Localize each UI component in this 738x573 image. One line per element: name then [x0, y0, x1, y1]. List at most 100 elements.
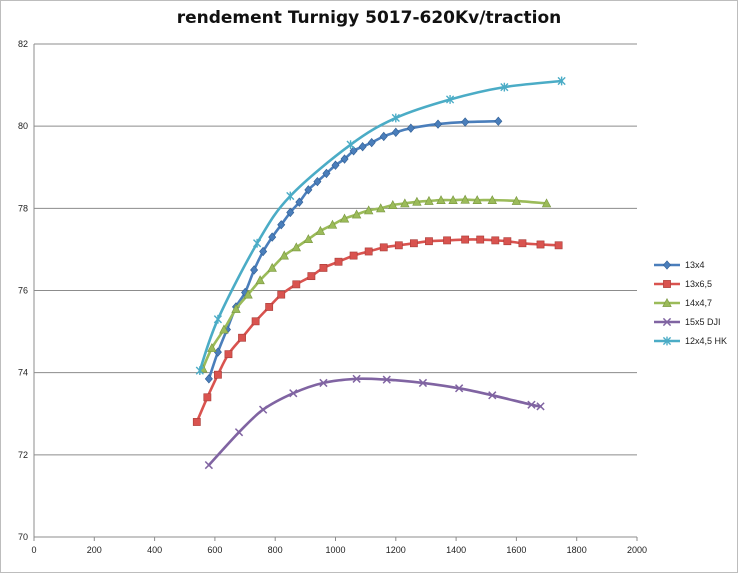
- data-point: [251, 317, 260, 326]
- data-point: [406, 123, 415, 133]
- legend-swatch-marker: [663, 260, 671, 270]
- legend-item: 13x6,5: [654, 279, 712, 289]
- data-point: [379, 131, 388, 142]
- y-tick-label: 76: [18, 286, 28, 296]
- data-point: [379, 243, 388, 252]
- data-point: [460, 194, 470, 204]
- legend-item: 15x5 DJI: [654, 317, 721, 327]
- legend-swatch-marker: [662, 297, 672, 307]
- data-point: [461, 117, 470, 127]
- series-13x6-5: [192, 235, 563, 426]
- data-point: [207, 342, 217, 352]
- y-tick-label: 72: [18, 450, 28, 460]
- legend-item: 13x4: [654, 260, 705, 270]
- series-14x4-7: [198, 194, 552, 373]
- series-line: [207, 377, 542, 467]
- data-point: [424, 195, 434, 205]
- data-point: [340, 154, 349, 164]
- x-tick-label: 2000: [627, 545, 647, 555]
- y-tick-label: 80: [18, 121, 28, 131]
- data-point: [231, 303, 241, 313]
- data-point: [265, 303, 274, 311]
- data-point: [418, 378, 428, 388]
- data-point: [527, 400, 536, 409]
- data-point: [304, 185, 313, 195]
- data-point: [203, 393, 212, 402]
- chart-title: rendement Turnigy 5017-620Kv/traction: [176, 8, 562, 28]
- series-lines: [192, 76, 566, 470]
- legend-label: 12x4,5 HK: [685, 336, 727, 346]
- data-point: [541, 198, 552, 208]
- data-point: [315, 225, 326, 235]
- x-tick-label: 1600: [506, 545, 526, 555]
- x-tick-label: 1800: [567, 545, 587, 555]
- y-tick-label: 82: [18, 39, 28, 49]
- data-point: [204, 460, 214, 470]
- gridlines: [34, 43, 637, 538]
- x-tick-label: 600: [207, 545, 222, 555]
- data-point: [358, 142, 367, 152]
- data-point: [436, 195, 446, 205]
- series-line: [195, 238, 560, 424]
- data-point: [279, 250, 289, 260]
- data-point: [461, 235, 470, 244]
- data-point: [500, 82, 509, 92]
- legend: 13x4 13x6,5 14x4,7 15x5 DJI 12x4,5 HK: [654, 260, 727, 346]
- data-point: [234, 428, 244, 437]
- data-point: [224, 350, 233, 359]
- data-point: [352, 374, 361, 383]
- data-point: [346, 140, 355, 150]
- data-point: [536, 240, 545, 249]
- data-point: [268, 232, 277, 242]
- legend-swatch-marker: [662, 336, 672, 346]
- data-point: [491, 236, 500, 245]
- data-point: [286, 191, 295, 201]
- data-point: [476, 235, 485, 244]
- data-point: [303, 234, 314, 244]
- data-point: [391, 113, 400, 123]
- data-point: [536, 402, 545, 411]
- y-tick-label: 74: [18, 368, 28, 378]
- data-point: [267, 262, 277, 272]
- data-point: [445, 95, 455, 104]
- data-point: [382, 375, 391, 384]
- data-point: [238, 333, 246, 342]
- data-point: [503, 237, 512, 246]
- data-point: [388, 200, 398, 209]
- data-point: [255, 275, 265, 285]
- data-point: [214, 370, 222, 379]
- data-point: [391, 127, 400, 137]
- data-point: [289, 389, 298, 398]
- data-point: [291, 242, 302, 252]
- data-point: [295, 197, 304, 207]
- data-point: [409, 239, 418, 248]
- data-point: [213, 347, 222, 357]
- x-tick-label: 400: [147, 545, 162, 555]
- data-point: [219, 324, 229, 334]
- series-13x4: [204, 116, 503, 384]
- data-point: [277, 220, 286, 230]
- data-point: [487, 195, 497, 205]
- data-point: [518, 239, 527, 248]
- data-point: [277, 290, 286, 299]
- x-tick-label: 200: [87, 545, 102, 555]
- series-line: [201, 198, 548, 370]
- legend-swatch-marker: [663, 280, 671, 288]
- x-tick-label: 1000: [325, 545, 345, 555]
- legend-label: 14x4,7: [685, 298, 712, 308]
- x-tick-label: 0: [31, 545, 36, 555]
- data-point: [425, 237, 433, 246]
- x-tick-label: 1400: [446, 545, 466, 555]
- data-point: [250, 265, 259, 275]
- y-tick-label: 70: [18, 532, 28, 542]
- data-point: [307, 272, 316, 281]
- data-point: [195, 366, 204, 376]
- data-point: [472, 195, 482, 205]
- data-point: [292, 280, 301, 289]
- x-tick-label: 1200: [386, 545, 406, 555]
- data-point: [259, 246, 268, 257]
- data-point: [319, 378, 328, 388]
- data-point: [192, 418, 201, 426]
- data-point: [367, 137, 376, 148]
- legend-item: 14x4,7: [654, 297, 712, 308]
